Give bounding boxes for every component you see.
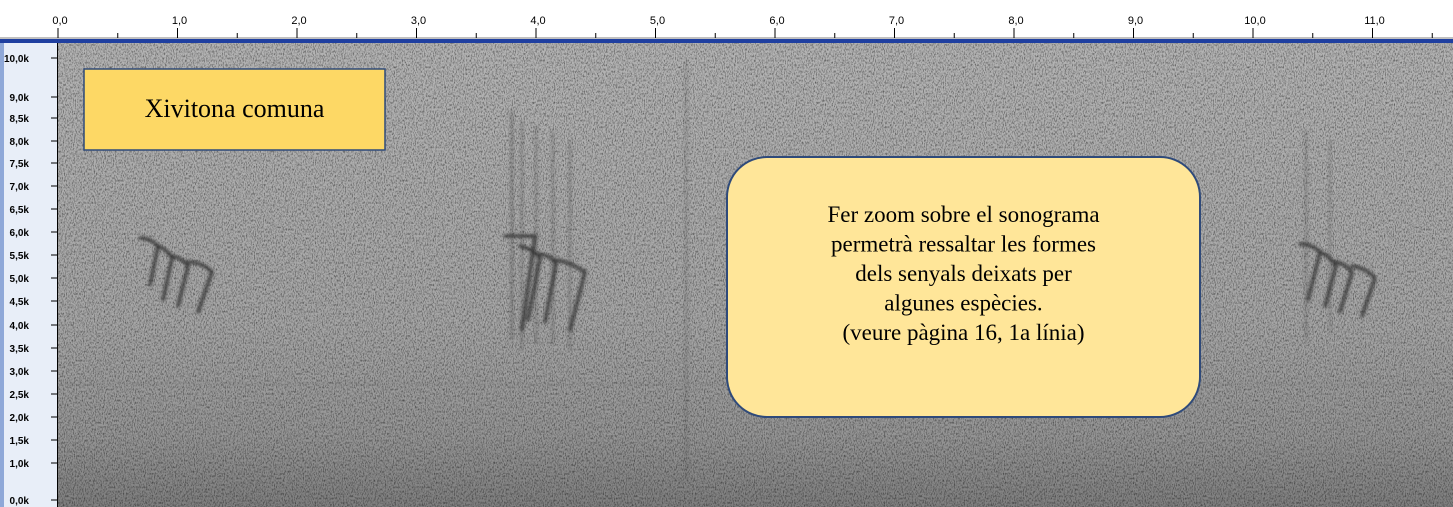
time-label: 8,0	[1008, 15, 1023, 27]
frequency-label: 4,5k	[10, 297, 30, 308]
note-line: dels senyals deixats per	[855, 261, 1072, 286]
frequency-label: 10,0k	[4, 54, 29, 65]
frequency-label: 0,0k	[10, 496, 30, 507]
time-ruler	[0, 0, 1453, 40]
time-label: 4,0	[530, 15, 545, 27]
species-label-box	[83, 68, 386, 151]
time-label: 5,0	[650, 15, 665, 27]
note-line: algunes espècies.	[884, 291, 1042, 316]
frequency-label: 7,5k	[10, 159, 30, 170]
frequency-label: 8,5k	[10, 114, 30, 125]
time-label: 2,0	[291, 15, 306, 27]
time-label: 6,0	[769, 15, 784, 27]
frequency-label: 6,5k	[10, 205, 30, 216]
frequency-label: 8,0k	[10, 137, 30, 148]
frequency-label: 7,0k	[10, 182, 30, 193]
frequency-label: 1,5k	[10, 436, 30, 447]
time-label: 11,0	[1364, 15, 1385, 27]
note-line: (veure pàgina 16, 1a línia)	[842, 320, 1084, 345]
frequency-label: 2,0k	[10, 413, 30, 424]
time-label: 9,0	[1128, 15, 1143, 27]
frequency-label: 4,0k	[10, 321, 30, 332]
note-line: Fer zoom sobre el sonograma	[827, 202, 1099, 227]
time-label: 0,0	[52, 15, 67, 27]
note-box	[726, 156, 1201, 418]
time-label: 7,0	[889, 15, 904, 27]
frequency-label: 9,0k	[10, 93, 30, 104]
frequency-label: 3,5k	[10, 344, 30, 355]
frequency-label: 3,0k	[10, 367, 30, 378]
frequency-label: 6,0k	[10, 228, 30, 239]
frequency-label: 1,0k	[10, 459, 30, 470]
note-line: permetrà ressaltar les formes	[831, 232, 1096, 257]
time-label: 3,0	[411, 15, 426, 27]
frequency-label: 5,5k	[10, 251, 30, 262]
time-label: 1,0	[172, 15, 187, 27]
frequency-label: 2,5k	[10, 390, 30, 401]
species-label: Xivitona comuna	[145, 94, 325, 123]
time-label: 10,0	[1244, 15, 1265, 27]
frequency-label: 5,0k	[10, 274, 30, 285]
track-border	[0, 39, 1453, 43]
frequency-axis	[0, 43, 58, 507]
